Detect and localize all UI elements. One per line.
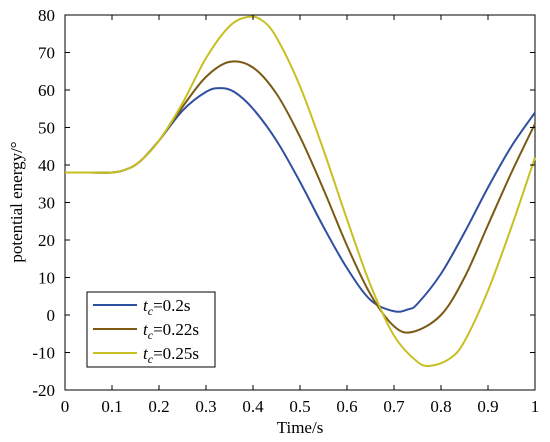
x-tick-label: 0.6 bbox=[336, 397, 357, 416]
y-tick-label: 80 bbox=[38, 6, 55, 25]
x-tick-label: 0.4 bbox=[242, 397, 264, 416]
y-tick-label: 20 bbox=[38, 231, 55, 250]
x-tick-label: 0.8 bbox=[430, 397, 451, 416]
series-line-3 bbox=[64, 15, 536, 368]
x-tick-label: 0.9 bbox=[477, 397, 498, 416]
y-tick-label: -10 bbox=[32, 344, 55, 363]
legend-label-1: tc=0.2s bbox=[143, 296, 191, 318]
y-axis-ticks: -20 -10 0 10 20 30 40 50 60 70 80 bbox=[32, 6, 535, 400]
x-tick-label: 0.7 bbox=[383, 397, 405, 416]
x-tick-label: 0.3 bbox=[195, 397, 216, 416]
y-tick-label: 10 bbox=[38, 269, 55, 288]
x-axis-ticks: 0 0.1 0.2 0.3 0.4 0.5 0.6 0.7 0.8 0.9 1 bbox=[61, 15, 540, 416]
y-tick-label: 60 bbox=[38, 81, 55, 100]
x-tick-label: 1 bbox=[531, 397, 540, 416]
legend-label-2: tc=0.22s bbox=[143, 320, 199, 342]
y-tick-label: 30 bbox=[38, 194, 55, 213]
y-tick-label: 50 bbox=[38, 119, 55, 138]
x-tick-label: 0.1 bbox=[101, 397, 122, 416]
y-axis-label: potential energy/° bbox=[7, 141, 26, 262]
x-tick-label: 0.2 bbox=[148, 397, 169, 416]
y-tick-label: 40 bbox=[38, 156, 55, 175]
y-tick-label: -20 bbox=[32, 381, 55, 400]
x-tick-label: 0 bbox=[61, 397, 70, 416]
y-tick-label: 0 bbox=[47, 306, 56, 325]
x-axis-label: Time/s bbox=[277, 418, 324, 437]
y-tick-label: 70 bbox=[38, 44, 55, 63]
legend-label-3: tc=0.25s bbox=[143, 344, 199, 366]
x-tick-label: 0.5 bbox=[289, 397, 310, 416]
series-layer bbox=[64, 15, 536, 368]
